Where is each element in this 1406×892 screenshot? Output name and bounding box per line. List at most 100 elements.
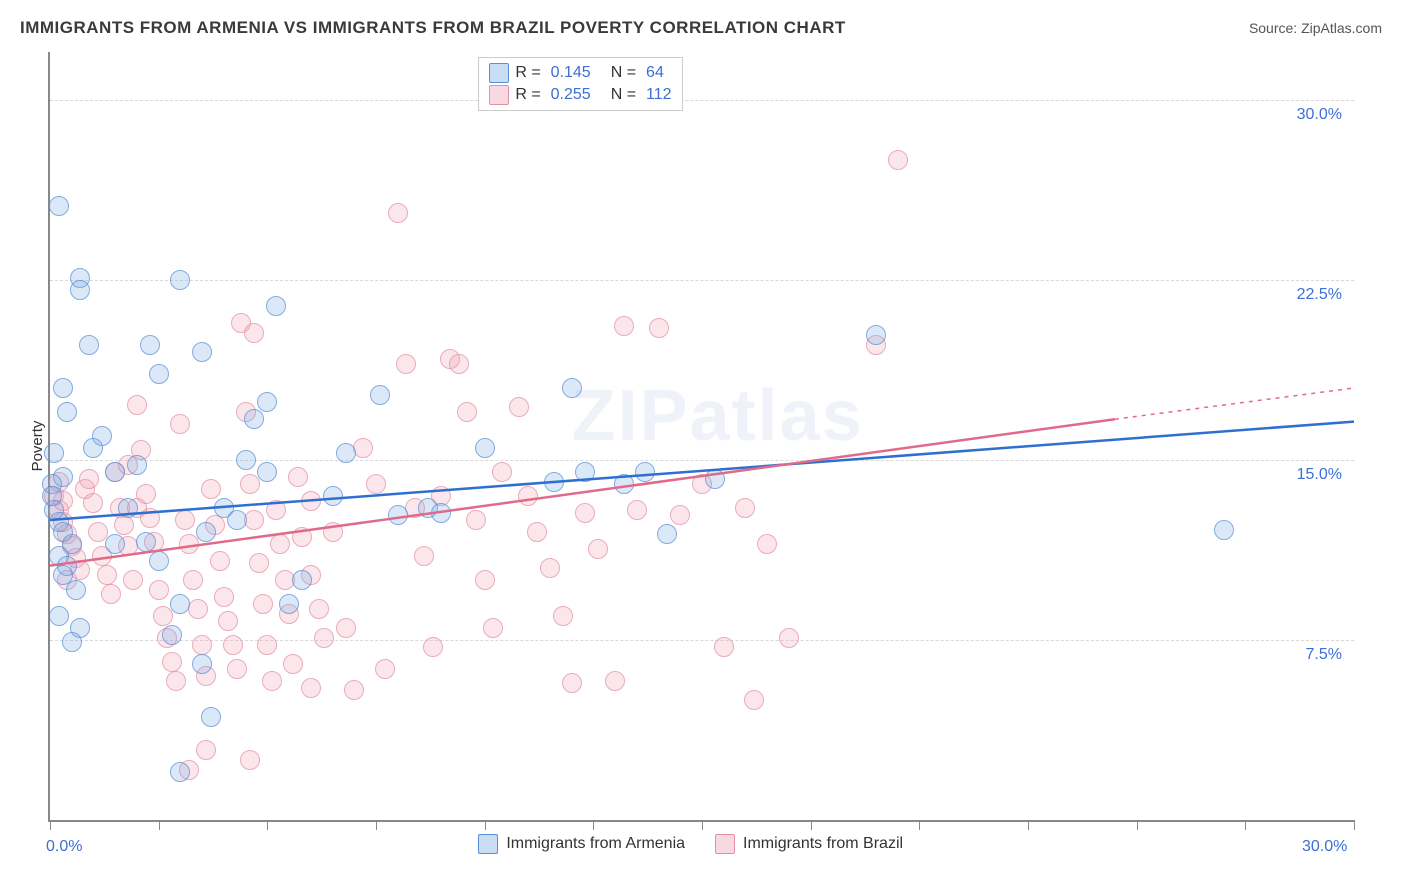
x-tick [50,820,51,830]
data-point [192,635,212,655]
data-point [266,296,286,316]
y-tick-label: 15.0% [1282,466,1342,484]
data-point [431,503,451,523]
data-point [240,750,260,770]
data-point [614,316,634,336]
data-point [227,510,247,530]
x-tick [811,820,812,830]
data-point [162,652,182,672]
gridline [50,640,1354,641]
data-point [153,606,173,626]
data-point [123,570,143,590]
data-point [257,462,277,482]
data-point [49,606,69,626]
data-point [188,599,208,619]
legend-r-value: 0.255 [551,86,591,104]
series-legend: Immigrants from ArmeniaImmigrants from B… [478,834,903,854]
data-point [223,635,243,655]
data-point [744,690,764,710]
data-point [527,522,547,542]
source-label: Source: [1249,20,1301,36]
data-point [196,522,216,542]
trend-lines [50,52,1354,820]
x-axis-min-label: 0.0% [46,838,82,856]
x-tick [159,820,160,830]
data-point [614,474,634,494]
data-point [292,527,312,547]
data-point [757,534,777,554]
data-point [162,625,182,645]
source-value: ZipAtlas.com [1301,20,1382,36]
data-point [270,534,290,554]
data-point [705,469,725,489]
legend-r-value: 0.145 [551,64,591,82]
watermark-text: ZIPatlas [572,375,864,457]
legend-row: R =0.145N =64 [489,62,671,84]
legend-r-label: R = [515,86,540,104]
legend-swatch [489,85,509,105]
data-point [423,637,443,657]
data-point [105,462,125,482]
data-point [336,443,356,463]
data-point [70,280,90,300]
data-point [236,450,256,470]
data-point [605,671,625,691]
legend-label: Immigrants from Brazil [743,835,903,853]
data-point [353,438,373,458]
data-point [475,570,495,590]
chart-title: IMMIGRANTS FROM ARMENIA VS IMMIGRANTS FR… [20,18,846,38]
data-point [866,325,886,345]
data-point [635,462,655,482]
data-point [283,654,303,674]
legend-n-value: 112 [646,86,672,104]
data-point [49,196,69,216]
data-point [714,637,734,657]
data-point [475,438,495,458]
legend-row: R =0.255N =112 [489,84,671,106]
data-point [344,680,364,700]
data-point [253,594,273,614]
data-point [210,551,230,571]
data-point [140,335,160,355]
data-point [257,635,277,655]
data-point [101,584,121,604]
data-point [366,474,386,494]
data-point [83,438,103,458]
x-axis-max-label: 30.0% [1302,838,1347,856]
data-point [83,493,103,513]
data-point [201,707,221,727]
data-point [1214,520,1234,540]
data-point [175,510,195,530]
data-point [466,510,486,530]
data-point [127,455,147,475]
scatter-plot-area: ZIPatlas [48,52,1354,822]
x-tick [485,820,486,830]
data-point [336,618,356,638]
data-point [196,740,216,760]
data-point [414,546,434,566]
x-tick [702,820,703,830]
x-tick [267,820,268,830]
data-point [540,558,560,578]
x-tick [376,820,377,830]
data-point [888,150,908,170]
data-point [562,673,582,693]
data-point [183,570,203,590]
data-point [449,354,469,374]
data-point [388,203,408,223]
legend-r-label: R = [515,64,540,82]
data-point [575,462,595,482]
data-point [388,505,408,525]
data-point [292,570,312,590]
y-tick-label: 30.0% [1282,106,1342,124]
data-point [240,474,260,494]
data-point [553,606,573,626]
data-point [218,611,238,631]
legend-swatch [715,834,735,854]
data-point [179,534,199,554]
data-point [288,467,308,487]
data-point [214,587,234,607]
data-point [262,671,282,691]
data-point [149,364,169,384]
data-point [192,342,212,362]
